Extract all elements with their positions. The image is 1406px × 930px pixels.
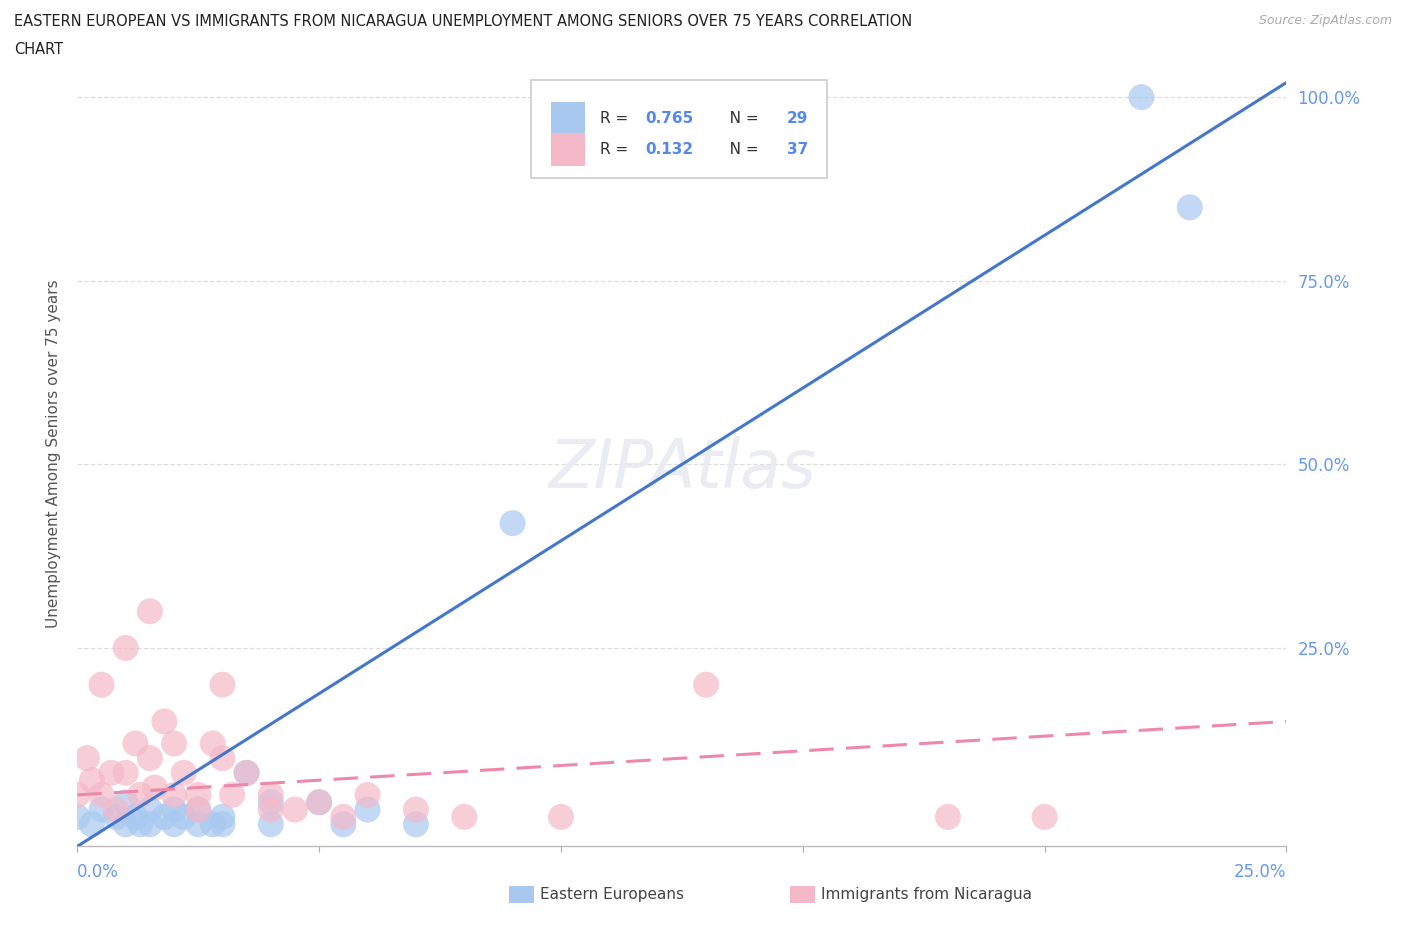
Point bbox=[332, 817, 354, 831]
Text: Immigrants from Nicaragua: Immigrants from Nicaragua bbox=[821, 887, 1032, 902]
Point bbox=[139, 803, 162, 817]
Point bbox=[221, 788, 243, 803]
Point bbox=[211, 809, 233, 824]
Point bbox=[163, 788, 186, 803]
Point bbox=[105, 809, 128, 824]
Point bbox=[100, 765, 122, 780]
Point bbox=[129, 788, 152, 803]
Point bbox=[153, 809, 176, 824]
Point bbox=[356, 788, 378, 803]
Text: 0.0%: 0.0% bbox=[77, 863, 120, 881]
Point bbox=[114, 641, 136, 656]
Point bbox=[201, 736, 224, 751]
Text: 0.765: 0.765 bbox=[645, 111, 695, 126]
Point bbox=[260, 803, 283, 817]
Point bbox=[80, 773, 103, 788]
Text: Source: ZipAtlas.com: Source: ZipAtlas.com bbox=[1258, 14, 1392, 27]
Point bbox=[76, 751, 98, 765]
Point bbox=[139, 751, 162, 765]
Text: 25.0%: 25.0% bbox=[1234, 863, 1286, 881]
Point bbox=[114, 795, 136, 810]
Point bbox=[124, 736, 146, 751]
Text: 37: 37 bbox=[787, 141, 808, 156]
Point bbox=[235, 765, 257, 780]
Point bbox=[308, 795, 330, 810]
Point bbox=[90, 803, 112, 817]
Point bbox=[211, 817, 233, 831]
Point bbox=[187, 803, 209, 817]
Point bbox=[173, 765, 195, 780]
Point bbox=[124, 809, 146, 824]
Point bbox=[284, 803, 307, 817]
Point bbox=[187, 803, 209, 817]
Point bbox=[163, 803, 186, 817]
Point bbox=[1178, 200, 1201, 215]
Point bbox=[201, 817, 224, 831]
Y-axis label: Unemployment Among Seniors over 75 years: Unemployment Among Seniors over 75 years bbox=[45, 279, 60, 628]
Point bbox=[356, 803, 378, 817]
Point bbox=[105, 803, 128, 817]
Point bbox=[143, 780, 166, 795]
FancyBboxPatch shape bbox=[531, 80, 827, 179]
Point bbox=[332, 809, 354, 824]
Point bbox=[1130, 89, 1153, 104]
Point bbox=[550, 809, 572, 824]
Point bbox=[211, 677, 233, 692]
Text: R =: R = bbox=[600, 141, 633, 156]
Point bbox=[260, 795, 283, 810]
Point bbox=[936, 809, 959, 824]
Point bbox=[187, 817, 209, 831]
Text: 0.132: 0.132 bbox=[645, 141, 693, 156]
Point bbox=[502, 516, 524, 531]
Point bbox=[163, 817, 186, 831]
Point bbox=[173, 809, 195, 824]
Point bbox=[187, 788, 209, 803]
Point bbox=[80, 817, 103, 831]
Bar bbox=[551, 133, 585, 166]
Bar bbox=[551, 102, 585, 135]
Point bbox=[153, 714, 176, 729]
Point bbox=[453, 809, 475, 824]
Point bbox=[260, 817, 283, 831]
Text: CHART: CHART bbox=[14, 42, 63, 57]
Point bbox=[114, 765, 136, 780]
Point bbox=[90, 677, 112, 692]
Text: R =: R = bbox=[600, 111, 633, 126]
Point bbox=[235, 765, 257, 780]
Text: 29: 29 bbox=[787, 111, 808, 126]
Point bbox=[405, 803, 427, 817]
Point bbox=[129, 817, 152, 831]
Point bbox=[66, 788, 89, 803]
Point bbox=[139, 604, 162, 618]
Point bbox=[163, 736, 186, 751]
Text: Eastern Europeans: Eastern Europeans bbox=[540, 887, 683, 902]
Text: ZIPAtlas: ZIPAtlas bbox=[548, 436, 815, 502]
Point bbox=[405, 817, 427, 831]
Text: EASTERN EUROPEAN VS IMMIGRANTS FROM NICARAGUA UNEMPLOYMENT AMONG SENIORS OVER 75: EASTERN EUROPEAN VS IMMIGRANTS FROM NICA… bbox=[14, 14, 912, 29]
Point bbox=[695, 677, 717, 692]
Point bbox=[114, 817, 136, 831]
Point bbox=[211, 751, 233, 765]
Text: N =: N = bbox=[714, 141, 763, 156]
Point bbox=[1033, 809, 1056, 824]
Point bbox=[66, 809, 89, 824]
Point bbox=[90, 788, 112, 803]
Point bbox=[139, 817, 162, 831]
Text: N =: N = bbox=[714, 111, 763, 126]
Point bbox=[260, 788, 283, 803]
Point bbox=[308, 795, 330, 810]
